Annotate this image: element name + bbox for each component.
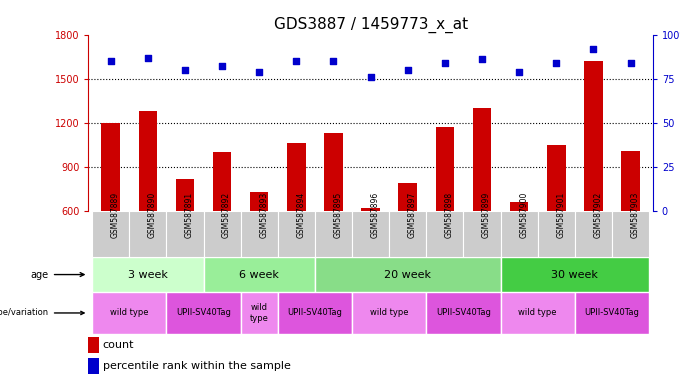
Text: age: age [31,270,84,280]
Point [551,60,562,66]
Text: 6 week: 6 week [239,270,279,280]
Bar [203,257,315,292]
Text: GSM587897: GSM587897 [408,192,417,238]
Bar [361,208,380,211]
Point [254,69,265,75]
Bar [575,211,612,257]
Bar [426,292,500,334]
Bar [389,211,426,257]
Point [439,60,450,66]
Bar [547,145,566,211]
Point [588,46,599,52]
Text: 3 week: 3 week [128,270,168,280]
Point [328,58,339,64]
Bar [315,211,352,257]
Text: 20 week: 20 week [384,270,431,280]
Bar [352,211,389,257]
Point [477,56,488,62]
Bar [139,111,157,211]
Point [365,74,376,80]
Point [142,55,153,61]
Text: UPII-SV40Tag: UPII-SV40Tag [436,308,491,318]
Point [403,67,413,73]
Text: wild type: wild type [370,308,409,318]
Text: GSM587894: GSM587894 [296,192,305,238]
Bar [92,257,203,292]
Bar [92,292,167,334]
Point [180,67,190,73]
Bar [92,211,129,257]
Text: UPII-SV40Tag: UPII-SV40Tag [585,308,639,318]
Text: GSM587893: GSM587893 [259,192,268,238]
Text: GSM587900: GSM587900 [519,192,528,238]
Text: count: count [103,340,134,350]
Bar [473,108,491,211]
Text: GSM587891: GSM587891 [185,192,194,238]
Text: genotype/variation: genotype/variation [0,308,84,318]
Point [513,69,524,75]
Bar [464,211,500,257]
Text: GSM587896: GSM587896 [371,192,379,238]
Point [217,63,228,70]
Bar [287,144,305,211]
Bar [398,183,417,211]
Bar [612,211,649,257]
Point [291,58,302,64]
Text: wild
type: wild type [250,303,269,323]
Text: GSM587892: GSM587892 [222,192,231,238]
Bar [622,151,640,211]
Bar [277,211,315,257]
Bar [241,211,277,257]
Bar [241,292,277,334]
Point [625,60,636,66]
Bar [510,202,528,211]
Text: GSM587890: GSM587890 [148,192,157,238]
Bar [352,292,426,334]
Bar [500,257,649,292]
Text: GSM587902: GSM587902 [594,192,602,238]
Point [105,58,116,64]
Bar [426,211,464,257]
Text: GSM587889: GSM587889 [111,192,120,238]
Text: GSM587901: GSM587901 [556,192,565,238]
Bar [167,292,241,334]
Text: GSM587898: GSM587898 [445,192,454,238]
Bar [500,292,575,334]
Bar [315,257,500,292]
Text: 30 week: 30 week [551,270,598,280]
Title: GDS3887 / 1459773_x_at: GDS3887 / 1459773_x_at [273,17,468,33]
Bar [436,127,454,211]
Bar [584,61,602,211]
Bar [500,211,538,257]
Bar [250,192,269,211]
Text: GSM587895: GSM587895 [333,192,343,238]
Bar [175,179,194,211]
Bar [88,337,99,353]
Bar [575,292,649,334]
Text: GSM587903: GSM587903 [630,192,639,238]
Bar [129,211,167,257]
Bar [213,152,231,211]
Bar [101,123,120,211]
Bar [88,358,99,374]
Text: wild type: wild type [518,308,557,318]
Bar [277,292,352,334]
Text: percentile rank within the sample: percentile rank within the sample [103,361,290,371]
Text: UPII-SV40Tag: UPII-SV40Tag [176,308,231,318]
Text: wild type: wild type [110,308,148,318]
Bar [203,211,241,257]
Bar [167,211,203,257]
Bar [324,133,343,211]
Text: GSM587899: GSM587899 [482,192,491,238]
Bar [538,211,575,257]
Text: UPII-SV40Tag: UPII-SV40Tag [288,308,342,318]
